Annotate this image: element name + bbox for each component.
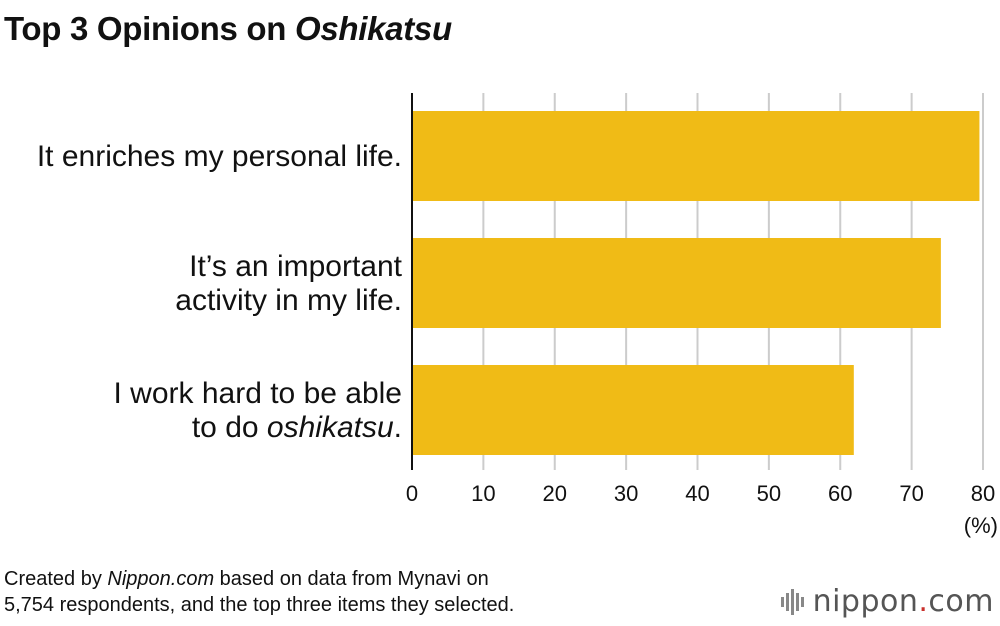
x-tick-label: 40 [685,481,709,506]
x-tick-label: 50 [757,481,781,506]
category-label: I work hard to be able [113,377,402,410]
bar [412,111,980,201]
bars-icon [780,588,804,615]
bar [412,238,941,328]
x-tick-label: 10 [471,481,495,506]
x-tick-label: 60 [828,481,852,506]
category-label: to do oshikatsu. [192,411,402,444]
x-tick-label: 70 [899,481,923,506]
category-label: It’s an important [189,250,403,283]
chart-title: Top 3 Opinions on Oshikatsu [4,10,452,47]
x-tick-label: 30 [614,481,638,506]
x-tick-label: 80 [971,481,995,506]
nippon-logo: nippon. com [780,584,994,619]
x-tick-label: 20 [543,481,567,506]
bar-chart: 0 10 20 30 40 50 60 70 80 (%) It enriches my perso… [37,93,998,538]
source-footnote: Created by Nippon.com based on data from… [4,568,515,616]
category-label: activity in my life. [175,284,402,317]
x-tick-label: 0 [406,481,418,506]
bar [412,365,854,455]
category-label: It enriches my personal life. [37,140,402,173]
x-unit-label: (%) [964,513,998,538]
